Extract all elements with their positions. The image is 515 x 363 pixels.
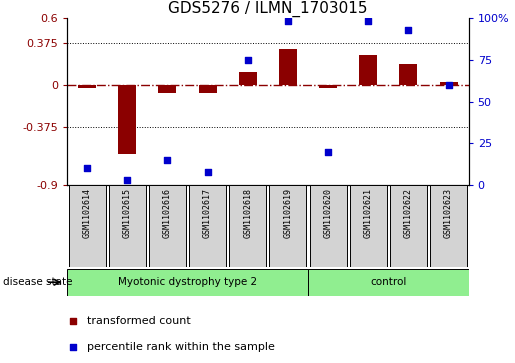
Text: GSM1102616: GSM1102616	[163, 188, 172, 237]
Bar	[279, 49, 297, 85]
Text: GSM1102623: GSM1102623	[444, 188, 453, 237]
Point	[404, 27, 413, 33]
Bar	[238, 72, 257, 85]
FancyBboxPatch shape	[189, 185, 226, 267]
FancyBboxPatch shape	[430, 185, 467, 267]
Point	[364, 19, 372, 24]
Point	[123, 177, 131, 183]
Bar	[198, 85, 217, 93]
Bar	[78, 85, 96, 88]
Point	[444, 82, 453, 88]
Bar	[439, 82, 458, 85]
Text: control: control	[370, 277, 406, 287]
FancyBboxPatch shape	[310, 185, 347, 267]
Text: percentile rank within the sample: percentile rank within the sample	[87, 342, 275, 352]
Point	[203, 169, 212, 175]
FancyBboxPatch shape	[350, 185, 387, 267]
FancyBboxPatch shape	[269, 185, 306, 267]
Text: GSM1102618: GSM1102618	[243, 188, 252, 237]
Text: transformed count: transformed count	[87, 316, 191, 326]
Text: disease state: disease state	[3, 277, 72, 287]
FancyBboxPatch shape	[149, 185, 186, 267]
FancyBboxPatch shape	[67, 269, 308, 296]
Text: GSM1102620: GSM1102620	[323, 188, 333, 237]
Text: GSM1102615: GSM1102615	[123, 188, 132, 237]
FancyBboxPatch shape	[308, 269, 469, 296]
Bar	[399, 64, 418, 85]
Text: GSM1102617: GSM1102617	[203, 188, 212, 237]
Bar	[319, 85, 337, 88]
Bar	[118, 85, 136, 154]
Text: Myotonic dystrophy type 2: Myotonic dystrophy type 2	[118, 277, 257, 287]
Title: GDS5276 / ILMN_1703015: GDS5276 / ILMN_1703015	[168, 1, 368, 17]
Point	[69, 318, 77, 324]
Point	[163, 157, 171, 163]
Text: GSM1102622: GSM1102622	[404, 188, 413, 237]
Text: GSM1102614: GSM1102614	[82, 188, 92, 237]
Point	[284, 19, 292, 24]
Point	[244, 57, 252, 63]
Text: GSM1102621: GSM1102621	[364, 188, 373, 237]
Point	[324, 149, 332, 155]
FancyBboxPatch shape	[109, 185, 146, 267]
Point	[83, 166, 91, 171]
FancyBboxPatch shape	[68, 185, 106, 267]
Bar	[158, 85, 177, 93]
Text: GSM1102619: GSM1102619	[283, 188, 293, 237]
Bar	[359, 55, 377, 85]
FancyBboxPatch shape	[390, 185, 427, 267]
Point	[69, 344, 77, 350]
FancyBboxPatch shape	[229, 185, 266, 267]
